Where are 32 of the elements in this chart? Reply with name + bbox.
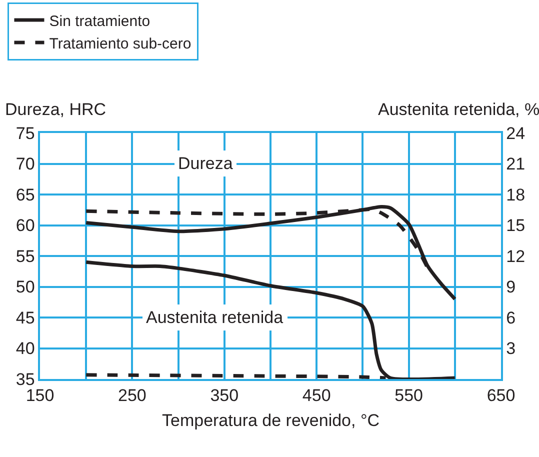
y2-axis-title: Austenita retenida, % xyxy=(378,100,539,119)
y-tick-label: 65 xyxy=(16,185,35,204)
y2-tick-label: 12 xyxy=(506,246,526,266)
y-tick-label: 35 xyxy=(16,370,35,389)
y2-tick-label: 18 xyxy=(506,185,526,204)
x-axis-title: Temperatura de revenido, °C xyxy=(162,411,380,430)
y-tick-label: 45 xyxy=(16,308,35,328)
annotation: Dureza xyxy=(178,154,234,173)
y2-tick-label: 9 xyxy=(506,278,516,297)
x-tick-label: 150 xyxy=(26,386,54,406)
line-series xyxy=(84,205,457,301)
x-tick-label: 550 xyxy=(394,386,423,406)
y-tick-label: 50 xyxy=(16,278,35,297)
y2-tick-label: 15 xyxy=(506,216,526,236)
x-tick-label: 350 xyxy=(210,386,239,406)
y-tick-label: 70 xyxy=(16,154,35,174)
annotation: Austenita retenida xyxy=(146,308,284,327)
y-tick-label: 60 xyxy=(16,216,35,236)
y-axis-title: Dureza, HRC xyxy=(5,100,106,119)
y2-tick-label: 6 xyxy=(506,308,516,328)
x-tick-label: 650 xyxy=(486,386,516,406)
y2-tick-label: 21 xyxy=(506,154,526,174)
y-tick-label: 40 xyxy=(16,339,35,358)
line-series xyxy=(84,260,457,379)
legend-label: Tratamiento sub-cero xyxy=(49,35,192,52)
y-tick-label: 55 xyxy=(16,246,35,266)
x-tick-label: 450 xyxy=(302,386,331,406)
y2-tick-label: 24 xyxy=(506,124,526,143)
legend-label: Sin tratamiento xyxy=(49,12,150,30)
x-tick-label: 250 xyxy=(118,386,146,406)
y2-tick-label: 3 xyxy=(506,339,516,358)
y-tick-label: 75 xyxy=(16,124,35,143)
